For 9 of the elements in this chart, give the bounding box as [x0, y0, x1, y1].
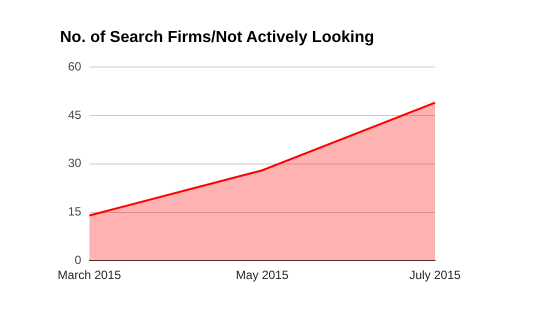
x-tick-label: May 2015 — [236, 268, 289, 282]
y-tick-label: 45 — [68, 108, 82, 122]
y-tick-label: 15 — [68, 204, 82, 219]
y-tick-label: 0 — [74, 252, 82, 267]
x-tick-label: July 2015 — [409, 268, 462, 282]
y-tick-label: 30 — [68, 156, 82, 170]
x-tick-label: March 2015 — [58, 268, 122, 282]
chart-title: No. of Search Firms/Not Actively Looking — [60, 29, 374, 46]
y-tick-label: 60 — [68, 60, 82, 74]
